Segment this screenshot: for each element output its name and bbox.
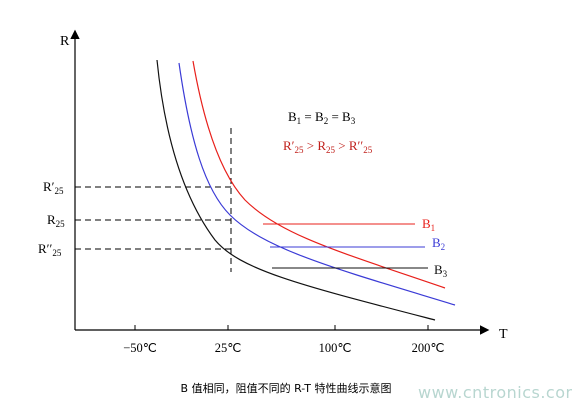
y-tick-label-r-prime-25: R′25 bbox=[43, 179, 64, 196]
x-tick-label: 200℃ bbox=[412, 341, 445, 355]
eq-sub: 1 bbox=[297, 116, 302, 126]
curve-b1 bbox=[192, 60, 446, 289]
y-axis-label: R bbox=[60, 34, 70, 49]
x-tick-label: 25℃ bbox=[215, 341, 242, 355]
curve-label-sub: 1 bbox=[431, 223, 436, 233]
curve-label-b1: B1 bbox=[422, 216, 435, 233]
watermark: www.cntronics.com bbox=[418, 383, 572, 402]
curve-label-sub: 3 bbox=[443, 269, 448, 279]
curve-b2 bbox=[178, 62, 456, 306]
y-tick-sub: 25 bbox=[55, 186, 65, 196]
eq-op: > bbox=[335, 138, 349, 153]
y-tick-prime: ′ bbox=[52, 179, 55, 194]
eq-op: = bbox=[301, 109, 315, 124]
y-tick-base: R bbox=[47, 212, 56, 227]
y-tick-label-r-25: R25 bbox=[47, 212, 65, 229]
eq-sub: 2 bbox=[324, 116, 329, 126]
x-tick-label: 100℃ bbox=[319, 341, 352, 355]
eq-sub: 3 bbox=[351, 116, 356, 126]
eq-term: R bbox=[317, 138, 326, 153]
curve-label-b2: B2 bbox=[432, 235, 445, 252]
eq-term: B bbox=[342, 109, 351, 124]
curve-label-b3: B3 bbox=[434, 262, 448, 279]
eq-term: R′ bbox=[283, 138, 295, 153]
eq-op: > bbox=[304, 138, 318, 153]
x-axis-label: T bbox=[499, 327, 508, 342]
curve-label-base: B bbox=[434, 262, 443, 277]
curve-label-sub: 2 bbox=[441, 242, 446, 252]
eq-sub: 25 bbox=[295, 145, 305, 155]
curve-label-base: B bbox=[432, 235, 441, 250]
y-tick-label-r-double-prime-25: R′′25 bbox=[38, 241, 62, 258]
eq-sub: 25 bbox=[363, 145, 373, 155]
figure-caption: B 值相同，阻值不同的 R-T 特性曲线示意图 bbox=[180, 382, 392, 395]
x-tick-label: −50℃ bbox=[123, 341, 157, 355]
curve-b3 bbox=[156, 59, 436, 321]
y-tick-sub: 25 bbox=[56, 219, 66, 229]
y-tick-base: R bbox=[38, 241, 47, 256]
eq-sub: 25 bbox=[326, 145, 336, 155]
equation-line-2: R′25 > R25 > R′′25 bbox=[283, 138, 373, 155]
guide-lines bbox=[75, 128, 232, 272]
equation-line-1: B1 = B2 = B3 bbox=[288, 109, 356, 126]
x-tick-marks bbox=[134, 325, 429, 330]
y-tick-sub: 25 bbox=[52, 248, 62, 258]
eq-term: B bbox=[315, 109, 324, 124]
eq-term: R′′ bbox=[349, 138, 364, 153]
y-tick-prime: ′′ bbox=[47, 241, 53, 256]
curve-label-base: B bbox=[422, 216, 431, 231]
eq-term: B bbox=[288, 109, 297, 124]
eq-op: = bbox=[328, 109, 342, 124]
y-tick-base: R bbox=[43, 179, 52, 194]
